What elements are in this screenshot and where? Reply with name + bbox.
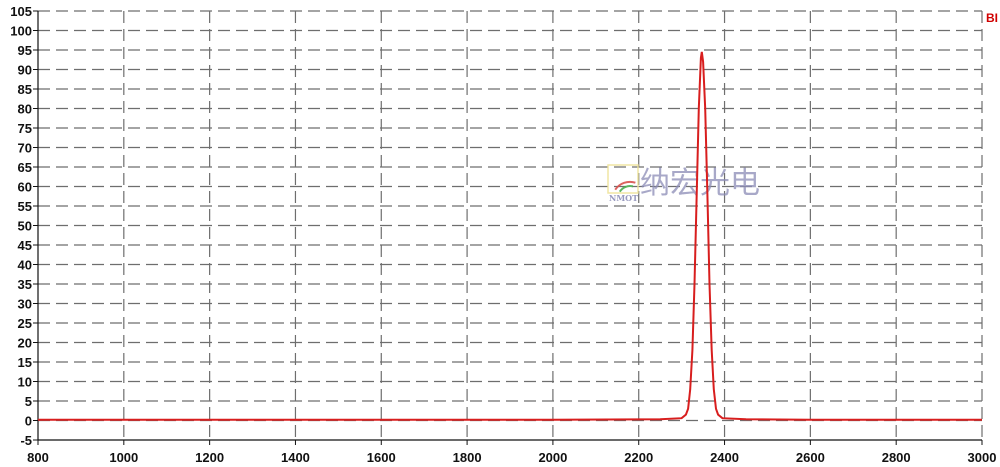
x-tick-label: 1600 [367,450,396,465]
x-tick-label: 1200 [195,450,224,465]
y-tick-label: 55 [18,199,32,214]
y-tick-label: 30 [18,297,32,312]
y-tick-label: 80 [18,102,32,117]
watermark-logo-icon [607,164,639,194]
y-tick-label: 40 [18,258,32,273]
y-tick-label: 75 [18,121,32,136]
y-tick-label: 5 [25,394,32,409]
y-tick-label: -5 [20,433,32,448]
x-tick-label: 1000 [109,450,138,465]
y-tick-label: 90 [18,63,32,78]
y-tick-label: 60 [18,180,32,195]
x-tick-label: 2600 [796,450,825,465]
watermark-logo-text: NMOT [609,193,638,203]
watermark-arc-green [618,185,634,193]
x-tick-label: 800 [27,450,49,465]
y-tick-label: 85 [18,82,32,97]
legend-fragment: BI [986,11,998,25]
y-tick-label: 70 [18,141,32,156]
y-tick-label: 45 [18,238,32,253]
y-tick-label: 25 [18,316,32,331]
watermark: NMOT 纳宏光电 [607,164,760,203]
x-tick-label: 2200 [624,450,653,465]
x-axis-ticks: 800 1000 1200 1400 1600 1800 2000 2200 2400 2600 2… [27,440,996,465]
y-tick-label: 35 [18,277,32,292]
x-tick-label: 2800 [882,450,911,465]
y-tick-label: 10 [18,375,32,390]
y-tick-label: 65 [18,160,32,175]
y-tick-label: 15 [18,355,32,370]
y-tick-label: 20 [18,336,32,351]
x-tick-label: 2000 [538,450,567,465]
watermark-text: 纳宏光电 [640,166,760,201]
spectrum-line [38,51,982,421]
y-axis-ticks: -5 0 5 10 15 20 25 30 35 40 45 50 55 60 65 70 75 80 85 90 95… [10,4,38,448]
y-tick-label: 100 [10,24,32,39]
grid [38,10,983,440]
x-tick-label: 2400 [710,450,739,465]
x-tick-label: 3000 [968,450,997,465]
x-tick-label: 1400 [281,450,310,465]
y-tick-label: 0 [25,414,32,429]
y-tick-label: 50 [18,219,32,234]
y-tick-label: 95 [18,43,32,58]
y-tick-label: 105 [10,4,32,19]
x-tick-label: 1800 [453,450,482,465]
watermark-arc-red [614,180,636,191]
